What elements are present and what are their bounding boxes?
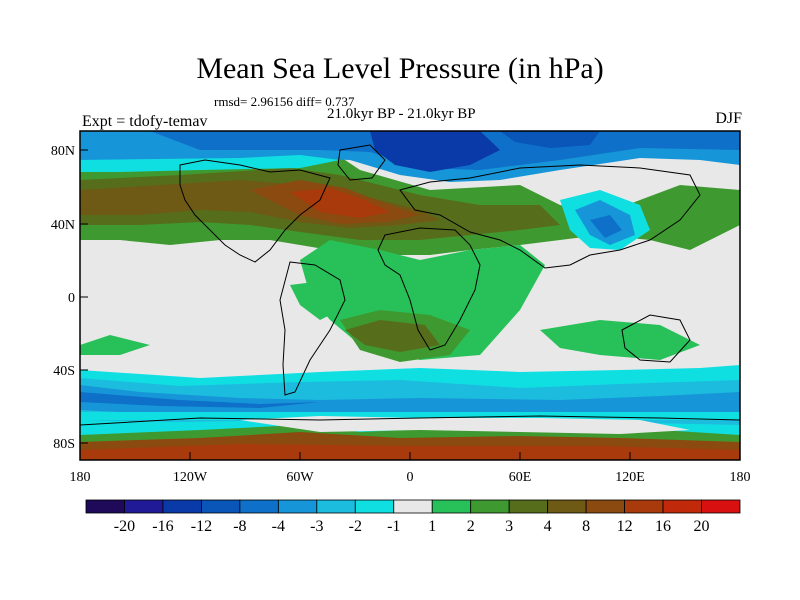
colorbar-swatch	[662, 499, 702, 514]
season-label: DJF	[715, 110, 742, 127]
pressure-field	[80, 131, 740, 460]
colorbar-label: 12	[616, 518, 633, 535]
colorbar-swatch	[316, 499, 356, 514]
colorbar-swatch	[508, 499, 549, 514]
lon-tick-label: 180	[70, 470, 91, 485]
colorbar-label: 4	[543, 518, 552, 535]
colorbar-label: -12	[190, 518, 213, 535]
colorbar-swatch	[393, 499, 433, 514]
lat-tick-label: 80S	[53, 437, 75, 452]
colorbar-swatch	[431, 499, 472, 514]
colorbar-swatch	[162, 499, 202, 514]
colorbar-swatch	[470, 499, 510, 514]
colorbar-label: 3	[505, 518, 514, 535]
coastlines	[80, 144, 740, 426]
colorbar-label: -2	[348, 518, 362, 535]
colorbar-label: 1	[428, 518, 437, 535]
period-label: 21.0kyr BP - 21.0kyr BP	[327, 106, 476, 122]
colorbar-label: -20	[113, 518, 136, 535]
colorbar-swatch	[201, 499, 241, 514]
lon-tick-label: 180	[730, 470, 751, 485]
lon-tick-label: 120E	[615, 470, 645, 485]
colorbar-swatch	[85, 499, 125, 514]
lon-tick-label: 60E	[509, 470, 532, 485]
longitude-ticks: 180 120W 60W 0 60E 120E 180	[70, 452, 751, 485]
statistics-label: rmsd= 2.96156 diff= 0.737	[214, 94, 355, 109]
lon-tick-label: 0	[407, 470, 414, 485]
colorbar-swatch	[624, 499, 664, 514]
colorbar-swatch	[701, 499, 741, 514]
lat-tick-label: 0	[68, 291, 75, 306]
colorbar-label: 16	[655, 518, 672, 535]
experiment-label: Expt = tdofy-temav	[82, 113, 208, 130]
lat-tick-label: 40N	[51, 218, 75, 233]
lon-tick-label: 60W	[286, 470, 314, 485]
colorbar-swatch	[354, 499, 395, 514]
colorbar-label: -4	[271, 518, 286, 535]
colorbar-label: 2	[466, 518, 475, 535]
colorbar-swatch	[239, 499, 279, 514]
colorbar-label: -8	[233, 518, 247, 535]
lon-tick-label: 120W	[173, 470, 208, 485]
colorbar-label: -3	[310, 518, 324, 535]
colorbar-swatch	[277, 499, 318, 514]
colorbar-swatch	[124, 499, 164, 514]
lat-tick-label: 80N	[51, 144, 75, 159]
chart-title: Mean Sea Level Pressure (in hPa)	[196, 52, 604, 85]
colorbar-label: 20	[693, 518, 710, 535]
colorbar-label: -16	[152, 518, 174, 535]
lat-tick-label: 40S	[53, 364, 75, 379]
colorbar	[85, 499, 741, 514]
colorbar-swatch	[547, 499, 587, 514]
colorbar-swatch	[585, 499, 625, 514]
latitude-ticks: 80N 40N 0 40S 80S	[51, 144, 88, 452]
colorbar-label: -1	[387, 518, 401, 535]
colorbar-label: 8	[582, 518, 591, 535]
